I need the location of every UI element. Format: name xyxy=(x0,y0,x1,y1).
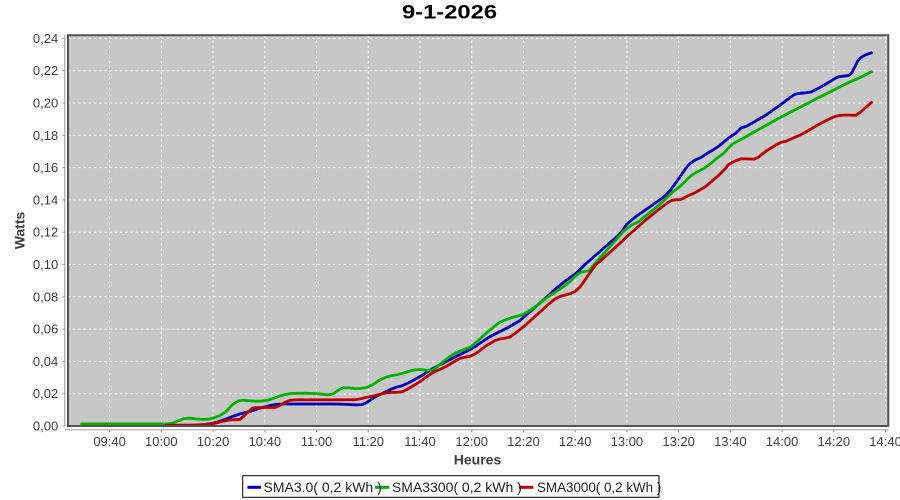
svg-text:11:00: 11:00 xyxy=(301,434,333,449)
svg-text:SMA3000( 0,2 kWh ): SMA3000( 0,2 kWh ) xyxy=(537,480,661,495)
svg-text:0,02: 0,02 xyxy=(33,386,58,401)
svg-text:0,10: 0,10 xyxy=(33,257,58,272)
svg-text:14:20: 14:20 xyxy=(818,434,851,449)
svg-text:12:40: 12:40 xyxy=(559,434,592,449)
svg-text:SMA3300( 0,2 kWh ): SMA3300( 0,2 kWh ) xyxy=(392,479,522,495)
svg-text:11:40: 11:40 xyxy=(404,434,436,449)
svg-text:0,22: 0,22 xyxy=(33,63,58,78)
svg-text:13:40: 13:40 xyxy=(714,434,747,449)
svg-text:Watts: Watts xyxy=(12,211,28,249)
svg-text:10:00: 10:00 xyxy=(145,434,178,449)
svg-text:0,00: 0,00 xyxy=(33,419,58,434)
svg-text:0,12: 0,12 xyxy=(33,225,58,240)
svg-text:Heures: Heures xyxy=(454,452,502,468)
svg-text:09:40: 09:40 xyxy=(93,434,126,449)
svg-text:12:20: 12:20 xyxy=(507,434,540,449)
svg-text:0,18: 0,18 xyxy=(33,128,58,143)
svg-text:14:40: 14:40 xyxy=(869,434,900,449)
svg-text:0,24: 0,24 xyxy=(33,31,58,46)
svg-text:10:20: 10:20 xyxy=(197,434,230,449)
svg-text:13:20: 13:20 xyxy=(662,434,695,449)
svg-text:0,16: 0,16 xyxy=(33,160,58,175)
svg-text:0,06: 0,06 xyxy=(33,322,58,337)
svg-text:9-1-2026: 9-1-2026 xyxy=(402,2,497,23)
svg-text:0,14: 0,14 xyxy=(33,192,58,207)
svg-text:10:40: 10:40 xyxy=(249,434,282,449)
svg-text:0,08: 0,08 xyxy=(33,289,58,304)
svg-text:SMA3.0( 0,2 kWh ): SMA3.0( 0,2 kWh ) xyxy=(264,479,382,495)
svg-text:0,20: 0,20 xyxy=(33,96,58,111)
svg-text:14:00: 14:00 xyxy=(766,434,799,449)
svg-text:13:00: 13:00 xyxy=(611,434,644,449)
svg-text:11:20: 11:20 xyxy=(352,434,384,449)
svg-text:12:00: 12:00 xyxy=(455,434,488,449)
svg-text:0,04: 0,04 xyxy=(33,354,58,369)
